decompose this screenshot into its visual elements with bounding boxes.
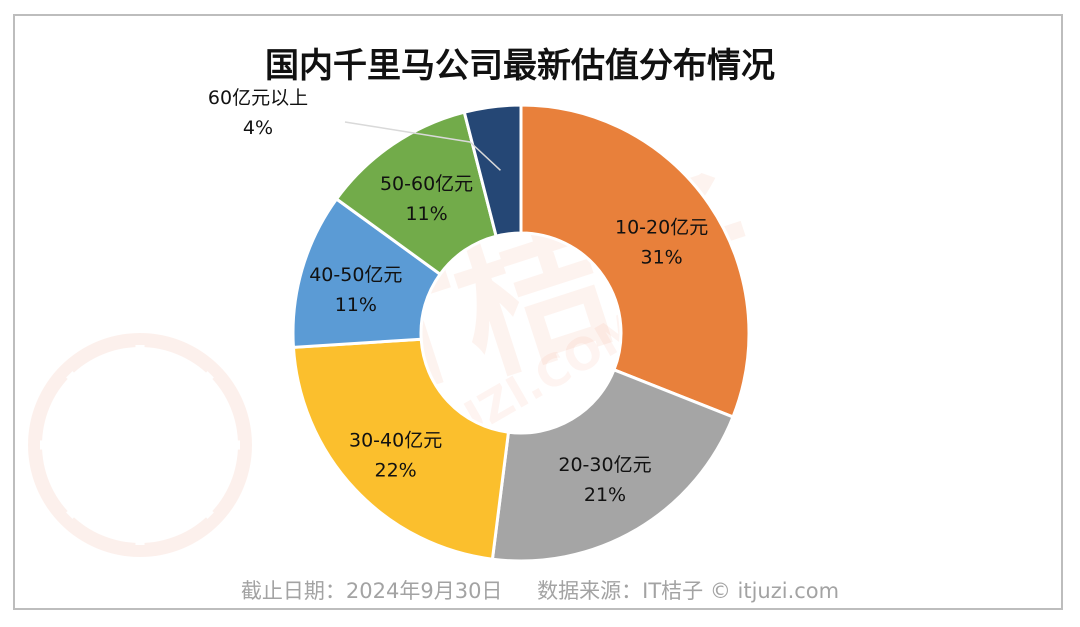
slice-percent-label: 31% [640, 246, 682, 268]
slice-20-30 [490, 367, 735, 563]
slice-30-40 [291, 337, 511, 561]
slice-name-label: 50-60亿元 [380, 173, 473, 195]
chart-footer: 截止日期：2024年9月30日 数据来源：IT桔子 © itjuzi.com [0, 575, 1080, 605]
logo-spoke [136, 371, 214, 449]
slice-name-label: 40-50亿元 [309, 264, 402, 286]
watermark-logo [28, 333, 252, 557]
leader-line-60 [344, 121, 501, 171]
slice-name-label: 20-30亿元 [558, 454, 651, 476]
slice-percent-label: 11% [335, 294, 377, 316]
slice-percent-label: 21% [584, 484, 626, 506]
slice-percent-label: 4% [243, 117, 273, 139]
slice-percent-label: 11% [405, 203, 447, 225]
slice-percent-label: 22% [375, 460, 417, 482]
chart-title: 国内千里马公司最新估值分布情况 [265, 46, 775, 86]
slice-name-label: 30-40亿元 [349, 430, 442, 452]
logo-spoke [66, 371, 144, 449]
data-source: 数据来源：IT桔子 © itjuzi.com [537, 579, 840, 603]
cutoff-date: 截止日期：2024年9月30日 [240, 579, 503, 603]
logo-spoke [136, 441, 214, 519]
slice-name-label: 10-20亿元 [615, 216, 708, 238]
slice-name-label: 60亿元以上 [208, 87, 308, 109]
logo-spoke [66, 441, 144, 519]
slice-60 [462, 103, 523, 238]
slice-10-20 [519, 103, 751, 419]
